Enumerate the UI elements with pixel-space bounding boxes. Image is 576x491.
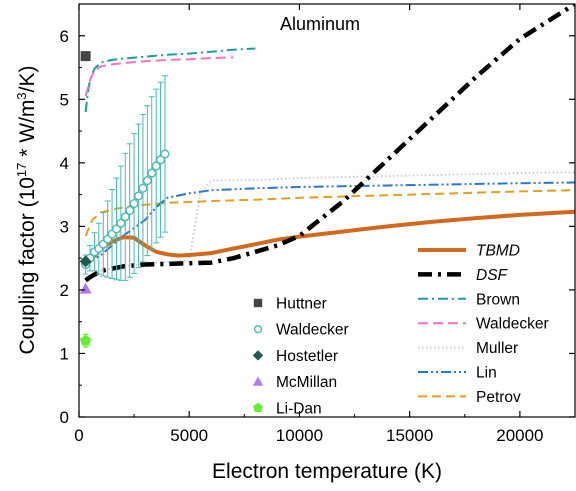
point-hostetler [79,255,92,268]
waldecker-exp-point [120,212,130,222]
x-tick-label: 0 [74,426,83,445]
x-tick-label: 5000 [170,426,208,445]
legend-label-lin: Lin [476,365,497,382]
y-tick-label: 5 [60,90,69,109]
legend-label-huttner: Huttner [276,296,327,313]
waldecker-exp-point [129,199,139,209]
y-tick-label: 0 [60,408,69,427]
series-line-waldecker [84,56,234,97]
y-axis-title-mid: * W/m [16,100,39,163]
waldecker-exp-point [156,155,166,165]
legend-label-waldecker: Waldecker [276,322,349,339]
x-tick-label: 15000 [386,426,433,445]
waldecker-exp-point [134,191,144,201]
legend-experiments: Huttner Waldecker Hostetler McMillan Li-Dan [252,296,349,417]
series-line-petrov [84,189,575,237]
y-tick-label: 6 [60,27,69,46]
legend-marker-hostetler [252,350,264,361]
point-mcmillan [79,282,92,294]
x-tick-label: 20000 [496,426,543,445]
legend-label-muller: Muller [476,340,518,357]
y-tick-label: 3 [60,217,69,236]
y-axis-title-end: /K) [16,66,39,93]
waldecker-exp-point [160,149,170,159]
legend-marker-mcmillan [252,376,264,386]
waldecker-exp-point [138,183,148,193]
waldecker-exp-point [116,218,126,228]
series-line-brown [84,47,256,113]
waldecker-exp-point [111,224,121,234]
x-axis-title: Electron temperature (K) [212,460,442,483]
y-tick-label: 1 [60,344,69,363]
point-li-dan [79,334,92,346]
waldecker-exp-point [142,176,152,186]
legend-label-dsf: DSF [476,267,509,284]
x-tick-label: 10000 [276,426,323,445]
legend-label-li-dan: Li-Dan [276,400,322,417]
series-layer [83,4,575,283]
legend-label-waldecker: Waldecker [476,316,549,333]
waldecker-exp-point [125,205,135,215]
legend-label-mcmillan: McMillan [276,374,337,391]
plot-frame [78,3,576,418]
waldecker-exp-point [147,168,157,178]
legend-label-brown: Brown [476,291,520,308]
y-tick-label: 2 [60,281,69,300]
series-line-tbmd [83,209,575,269]
y-tick-label: 4 [60,154,69,173]
series-line-dsf [84,4,575,283]
legend-models: TBMD DSF Brown Waldecker Muller Lin Petrov [418,243,549,406]
points-layer [79,51,170,348]
series-line-muller [85,171,575,279]
y-axis-title-sup1: 17 [14,163,29,177]
y-axis-title: Coupling factor (1017 * W/m3/K) [14,66,39,355]
axes-layer: 0 5000 10000 15000 20000 0 1 2 3 4 5 6 [60,4,575,445]
y-axis-title-sup2: 3 [14,92,29,99]
legend-marker-waldecker [253,325,263,334]
legend-marker-li-dan [253,402,263,412]
legend-label-tbmd: TBMD [476,243,520,260]
legend-label-hostetler: Hostetler [276,348,338,365]
y-axis-title-main: Coupling factor (10 [16,177,39,354]
waldecker-exp-point [151,161,161,171]
legend-marker-huttner [253,298,263,308]
material-annotation: Aluminum [280,14,360,34]
point-huttner [80,51,91,62]
legend-label-petrov: Petrov [476,389,521,406]
